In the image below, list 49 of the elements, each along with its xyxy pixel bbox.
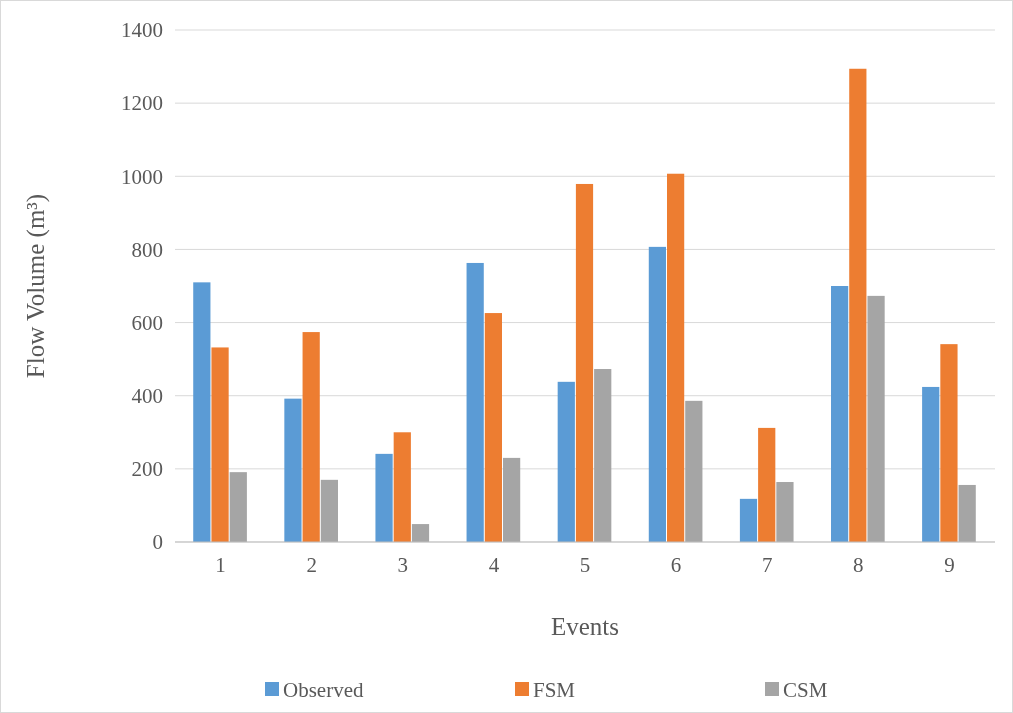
bar	[411, 524, 430, 542]
y-tick-label: 1200	[121, 91, 163, 116]
bar	[393, 432, 411, 542]
bar	[284, 398, 302, 542]
bar	[229, 472, 247, 542]
bar	[575, 183, 594, 542]
bar	[648, 246, 666, 542]
x-tick-label: 4	[488, 553, 500, 577]
bar	[776, 482, 794, 542]
bar	[557, 381, 575, 542]
bar	[685, 400, 703, 542]
legend-label: FSM	[533, 678, 576, 702]
bar	[211, 347, 229, 542]
bar	[831, 286, 849, 542]
bar	[302, 332, 320, 542]
y-tick-label: 600	[131, 310, 163, 335]
bar	[922, 386, 940, 542]
legend-label: CSM	[783, 678, 828, 702]
x-axis-title: Events	[550, 613, 620, 640]
bar	[484, 313, 502, 542]
bar	[375, 453, 393, 542]
bar	[739, 498, 758, 542]
y-tick-label: 0	[152, 530, 163, 555]
bar	[667, 173, 685, 542]
y-tick-label: 1000	[121, 164, 163, 189]
y-tick-label: 1400	[121, 18, 163, 43]
y-axis-title: Flow Volume (m³)	[22, 193, 50, 379]
x-tick-label: 5	[579, 553, 591, 577]
bar	[758, 427, 776, 542]
bar	[320, 479, 338, 542]
y-tick-label: 400	[131, 384, 163, 409]
bar	[466, 262, 484, 542]
legend-label: Observed	[283, 678, 364, 702]
x-tick-label: 6	[670, 553, 682, 577]
bar	[193, 282, 211, 542]
bar	[958, 484, 976, 542]
x-tick-label: 8	[853, 553, 864, 577]
bar	[867, 295, 885, 542]
bar	[940, 344, 958, 542]
bar	[594, 369, 612, 542]
y-tick-label: 800	[131, 237, 163, 262]
x-tick-label: 3	[397, 553, 409, 577]
x-tick-label: 9	[944, 553, 955, 577]
bar	[503, 457, 521, 542]
x-tick-label: 2	[306, 553, 317, 577]
bar	[849, 68, 867, 542]
x-tick-label: 1	[215, 553, 226, 577]
x-tick-label: 7	[761, 553, 773, 577]
y-tick-label: 200	[131, 457, 163, 482]
